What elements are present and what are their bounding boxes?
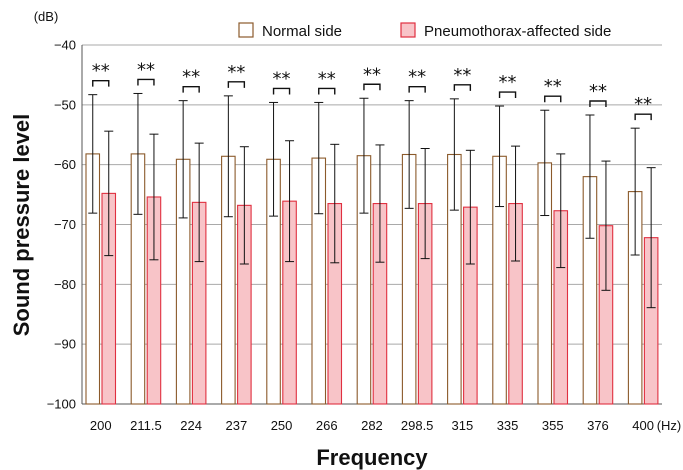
significance-bracket: [272, 87, 291, 95]
significance-bracket: [137, 78, 155, 86]
significance-bracket: [634, 113, 652, 121]
significance-label: **: [92, 61, 110, 82]
x-unit-label: (Hz): [657, 418, 682, 433]
y-tick-label: −60: [54, 157, 76, 172]
significance-bracket: [544, 95, 562, 103]
axes: −40 −50 −60 −70 −80 −90 −100 200 211.5 224 237 250 2…: [47, 38, 654, 434]
x-tick-label: 224: [180, 418, 202, 433]
y-unit-label: (dB): [34, 9, 59, 24]
significance-label: **: [137, 59, 155, 80]
significance-label: **: [499, 72, 517, 93]
significance-bracket: [182, 85, 200, 93]
significance-label: **: [182, 67, 200, 88]
x-tick-label: 211.5: [130, 418, 162, 433]
y-axis-title: Sound pressure level: [9, 114, 34, 337]
error-bars: [88, 92, 656, 309]
significance-label: **: [227, 62, 245, 83]
significance-markers: ** ** ** ** ** ** ** ** ** ** ** ** **: [92, 59, 652, 121]
bars: [85, 153, 659, 405]
significance-label: **: [363, 64, 381, 85]
x-tick-label: 282: [361, 418, 383, 433]
legend-swatch-affected: [400, 22, 416, 38]
legend-swatch-normal: [238, 22, 254, 38]
significance-label: **: [318, 68, 336, 89]
legend-label-normal: Normal side: [262, 23, 342, 40]
gridlines: [82, 44, 662, 405]
significance-label: **: [273, 68, 291, 89]
significance-bracket: [318, 87, 336, 95]
y-tick-label: −100: [47, 397, 76, 412]
y-tick-label: −80: [54, 277, 76, 292]
significance-bracket: [498, 91, 517, 99]
x-tick-label: 400: [632, 418, 654, 433]
significance-label: **: [589, 81, 607, 102]
x-tick-label: 250: [271, 418, 293, 433]
legend-label-affected: Pneumothorax-affected side: [424, 23, 611, 40]
x-tick-label: 266: [316, 418, 338, 433]
y-tick-label: −50: [54, 97, 76, 112]
significance-label: **: [408, 67, 426, 88]
significance-bracket: [408, 85, 426, 93]
y-tick-label: −90: [54, 337, 76, 352]
significance-bracket: [453, 84, 472, 91]
x-axis-title: Frequency: [316, 445, 428, 470]
significance-bracket: [363, 83, 381, 91]
x-tick-label: 355: [542, 418, 564, 433]
x-tick-label: 237: [225, 418, 247, 433]
y-tick-label: −40: [54, 38, 76, 53]
y-tick-label: −70: [54, 217, 76, 232]
significance-label: **: [544, 76, 562, 97]
significance-label: **: [453, 65, 471, 86]
significance-bracket: [92, 79, 110, 87]
x-tick-label: 335: [497, 418, 519, 433]
significance-label: **: [634, 94, 652, 115]
x-tick-label: 315: [451, 418, 473, 433]
x-tick-label: 298.5: [401, 418, 434, 433]
x-tick-label: 200: [90, 418, 112, 433]
legend: Normal side Pneumothorax-affected side: [238, 22, 611, 40]
x-tick-label: 376: [587, 418, 609, 433]
significance-bracket: [227, 81, 246, 88]
significance-bracket: [589, 100, 607, 108]
